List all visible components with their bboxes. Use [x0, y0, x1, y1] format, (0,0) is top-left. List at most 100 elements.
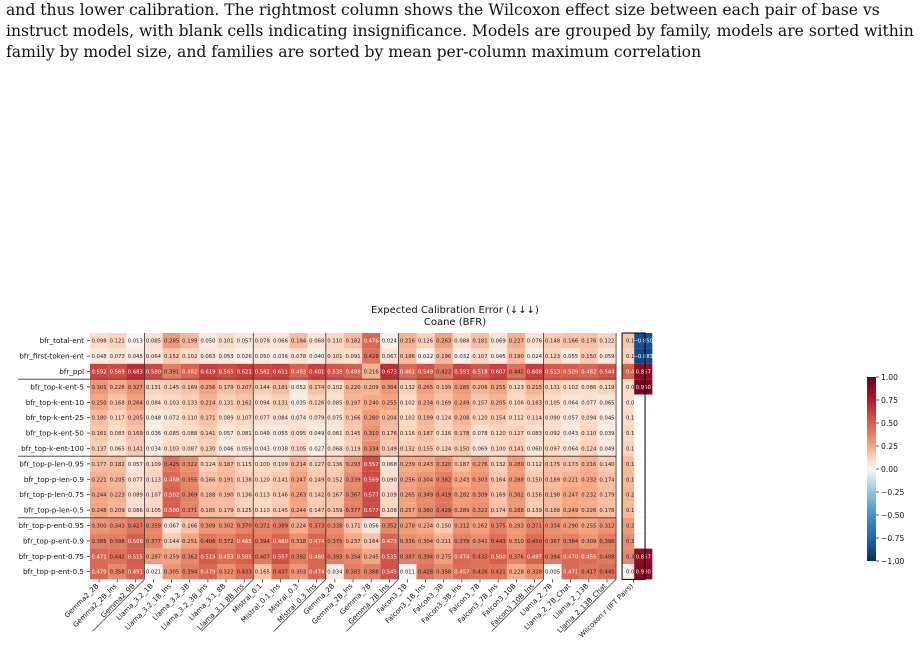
cell-value-label: 0.471 [91, 554, 106, 560]
cell-value-label: 0.166 [200, 477, 216, 483]
cell-value-label: 0.141 [509, 447, 524, 453]
cell-value-label: 0.065 [110, 447, 125, 453]
cell-value-label: 0.373 [309, 524, 324, 530]
cell-value-label: 0.169 [436, 400, 451, 406]
cell-value-label: 0.290 [563, 524, 579, 530]
heatmap-cell [108, 471, 127, 487]
heatmap-cell [180, 548, 199, 564]
heatmap-cell [380, 564, 399, 580]
cell-value-label: 0.621 [237, 370, 252, 376]
cell-value-label: 0.121 [110, 339, 125, 345]
cell-value-label: 0.034 [327, 570, 343, 576]
heatmap-cell [561, 425, 580, 441]
cell-value-label: 0.187 [418, 431, 433, 437]
cell-value-label: 0.334 [545, 524, 561, 530]
cell-value-label: 0.191 [218, 477, 233, 483]
cell-value-label: 0.263 [291, 493, 306, 499]
heatmap-cell [416, 548, 435, 564]
heatmap-cell [108, 564, 127, 580]
heatmap-cell [216, 348, 236, 364]
heatmap-cell [416, 333, 435, 349]
heatmap-cell [144, 425, 163, 441]
cell-value-label: 0.150 [436, 524, 452, 530]
cell-value-label: 0.139 [527, 508, 542, 514]
cell-value-label: 0.394 [418, 554, 434, 560]
heatmap-cell [198, 425, 217, 441]
cell-value-label: 0.108 [382, 508, 398, 514]
cell-value-label: 0.199 [182, 339, 197, 345]
cell-value-label: 0.124 [436, 416, 452, 422]
cell-value-label: 0.149 [382, 447, 397, 453]
heatmap-cell [108, 440, 127, 457]
cell-value-label: 0.103 [164, 400, 179, 406]
cell-value-label: 0.489 [626, 370, 641, 376]
cell-value-label: 0.116 [436, 431, 452, 437]
cell-value-label: 0.502 [164, 493, 179, 499]
cell-value-label: 0.164 [491, 477, 507, 483]
heatmap-cell [507, 548, 526, 564]
heatmap-cell [162, 487, 181, 503]
cell-value-label: 0.190 [218, 493, 234, 499]
heatmap-cell [126, 363, 145, 380]
cell-value-label: 0.073 [110, 354, 125, 360]
heatmap-cell [452, 487, 471, 503]
cell-value-label: 0.090 [382, 477, 398, 483]
cell-value-label: 0.140 [599, 462, 615, 468]
cell-value-label: 0.100 [491, 447, 507, 453]
heatmap-cell-empty [634, 487, 653, 503]
heatmap-cell [362, 502, 381, 518]
cell-value-label: 0.057 [237, 339, 252, 345]
heatmap-cell [144, 440, 163, 457]
heatmap-cell [416, 440, 435, 457]
heatmap-cell [343, 333, 363, 349]
heatmap-cell [525, 440, 544, 457]
cell-value-label: 0.087 [182, 447, 197, 453]
cell-value-label: 0.371 [527, 524, 542, 530]
cell-value-label: 0.078 [291, 354, 307, 360]
heatmap-cell [470, 379, 490, 395]
heatmap-cell [289, 533, 308, 549]
row-labels: bfr_total-ent bfr_first-token-ent bfr_pplb… [18, 336, 90, 576]
cell-value-label: 0.164 [364, 539, 380, 545]
heatmap-cell [561, 548, 580, 564]
cell-value-label: 0.611 [273, 370, 288, 376]
heatmap-cell [90, 487, 109, 503]
cell-value-label: 0.394 [255, 539, 271, 545]
cell-value-label: 0.228 [509, 570, 525, 576]
cell-value-label: 0.577 [364, 508, 379, 514]
cell-value-label: 0.303 [472, 477, 487, 483]
cell-value-label: 0.161 [91, 431, 106, 437]
cell-value-label: 0.535 [382, 554, 397, 560]
cell-value-label: 0.376 [509, 554, 525, 560]
cell-value-label: 0.072 [164, 416, 179, 422]
cell-value-label: 0.182 [110, 462, 125, 468]
heatmap-cell [398, 487, 417, 503]
heatmap-cell [307, 487, 326, 503]
heatmap-cell [398, 333, 417, 349]
heatmap-cell [126, 379, 145, 395]
cell-value-label: 0.036 [273, 354, 289, 360]
heatmap-cell [507, 487, 526, 503]
heatmap-cell [470, 533, 490, 549]
cell-value-label: 0.169 [128, 431, 143, 437]
cell-value-label: 0.309 [200, 524, 215, 530]
heatmap-cell [525, 410, 544, 426]
colorbar-gradient [867, 377, 876, 561]
cell-value-label: 0.545 [382, 570, 397, 576]
cell-value-label: 0.250 [91, 400, 107, 406]
cell-value-label: 0.608 [527, 370, 543, 376]
heatmap-cell [470, 564, 490, 580]
colorbar: 1.00 0.75 0.50 0.25 0.00 −0.25 −0.50 −0.75 −1.00 [867, 373, 904, 566]
heatmap-cell [398, 456, 417, 472]
cell-value-label: 0.393 [327, 554, 342, 560]
heatmap-cell [144, 471, 163, 487]
cell-value-label: 0.032 [454, 354, 469, 360]
cell-value-label: 0.102 [182, 354, 197, 360]
cell-value-label: 0.247 [563, 493, 578, 499]
heatmap-cell [198, 471, 217, 487]
heatmap-cell [597, 502, 617, 518]
cell-value-label: 0.265 [418, 385, 433, 391]
cell-value-label: 0.382 [436, 477, 451, 483]
heatmap-cell [634, 348, 653, 364]
cell-value-label: 0.482 [182, 370, 197, 376]
